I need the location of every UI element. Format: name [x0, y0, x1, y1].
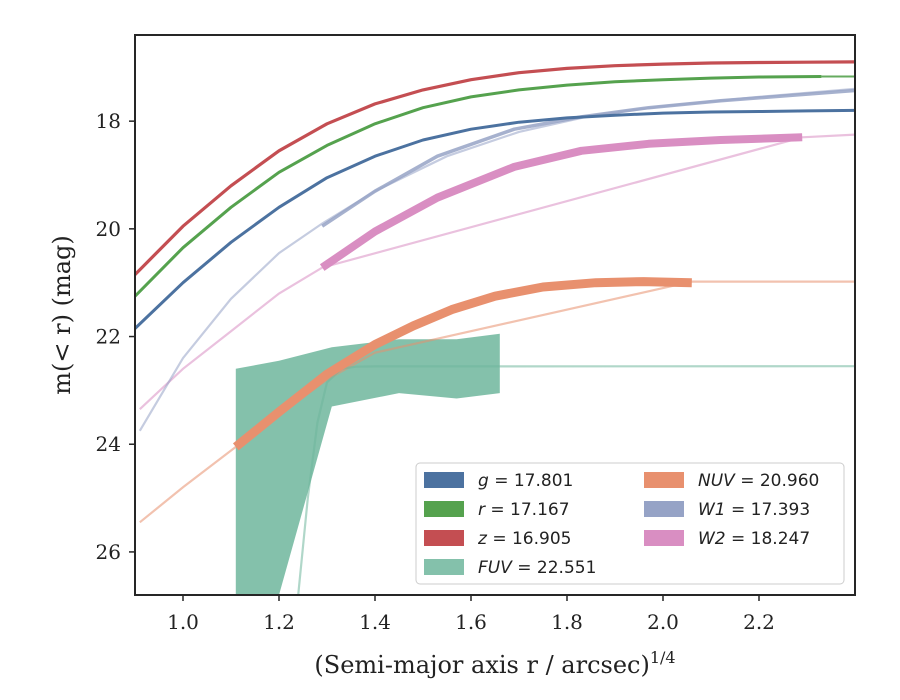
- x-tick-label: 2.0: [647, 610, 679, 634]
- x-axis-ticks: 1.0 1.2 1.4 1.6 1.8 2.0 2.2: [167, 595, 775, 634]
- legend: g = 17.801 r = 17.167 z = 16.905 FUV = 22.5…: [415, 462, 845, 585]
- legend-label-z: z = 16.905: [477, 529, 571, 549]
- series-r-profile: [135, 75, 822, 298]
- legend-label-g: g = 17.801: [478, 471, 573, 491]
- y-tick-label: 24: [96, 432, 121, 456]
- x-tick-label: 1.2: [263, 610, 295, 634]
- x-axis-label-exponent: 1/4: [650, 648, 676, 667]
- legend-swatch-g: [424, 472, 464, 488]
- series-fuv-model: [297, 365, 855, 595]
- plot-frame: [134, 34, 856, 596]
- series-layer: [135, 60, 855, 595]
- legend-label-nuv: NUV = 20.960: [698, 471, 819, 491]
- series-nuv-profile: [232, 277, 692, 451]
- y-tick-label: 22: [96, 325, 121, 349]
- y-tick-label: 20: [96, 217, 121, 241]
- x-tick-label: 1.0: [167, 610, 199, 634]
- legend-label-w1: W1 = 17.393: [698, 500, 810, 520]
- y-tick-label: 18: [96, 109, 121, 133]
- legend-label-r: r = 17.167: [478, 500, 570, 520]
- series-z-profile: [135, 60, 855, 276]
- y-axis-label: m(< r) (mag): [48, 235, 76, 394]
- series-g-profile: [135, 108, 855, 330]
- series-w2-profile: [319, 133, 803, 271]
- x-tick-label: 1.6: [455, 610, 487, 634]
- legend-swatch-nuv: [644, 472, 684, 488]
- y-axis-ticks: 18 20 22 24 26: [96, 109, 135, 564]
- x-axis-label: (Semi-major axis r / arcsec)1/4: [314, 648, 675, 679]
- x-tick-label: 2.2: [743, 610, 775, 634]
- legend-swatch-z: [424, 530, 464, 546]
- x-tick-label: 1.4: [359, 610, 391, 634]
- legend-label-fuv: FUV = 22.551: [478, 558, 596, 578]
- y-tick-label: 26: [96, 540, 121, 564]
- legend-swatch-w1: [644, 501, 684, 517]
- x-tick-label: 1.8: [551, 610, 583, 634]
- legend-box: [415, 462, 845, 585]
- legend-swatch-w2: [644, 530, 684, 546]
- legend-label-w2: W2 = 18.247: [698, 529, 810, 549]
- legend-swatch-fuv: [424, 559, 464, 575]
- legend-swatch-r: [424, 501, 464, 517]
